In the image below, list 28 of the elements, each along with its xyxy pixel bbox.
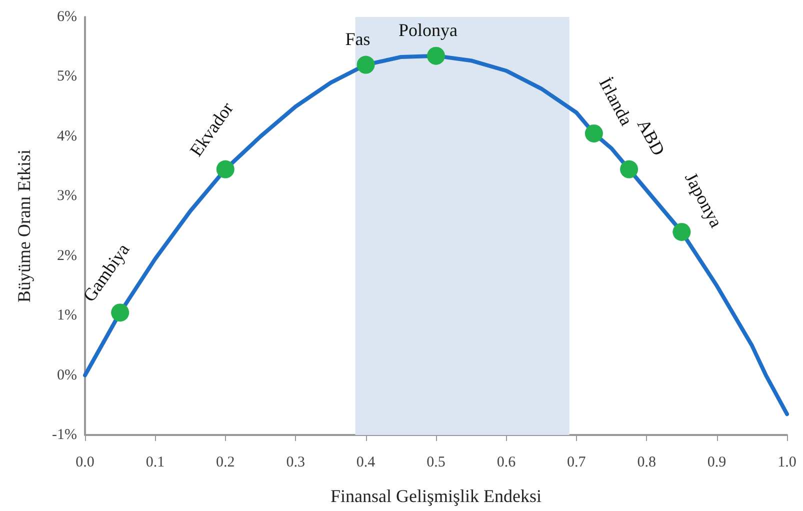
point — [111, 304, 130, 322]
y-tick-label: 3% — [57, 188, 77, 204]
x-tick-label: 0.2 — [216, 454, 235, 470]
point — [620, 160, 638, 178]
y-axis-title: Büyüme Oranı Etkisi — [14, 150, 34, 302]
x-tick-label: 0.8 — [637, 454, 656, 470]
x-tick-label: 0.1 — [146, 454, 165, 470]
x-tick-label: 0.5 — [426, 454, 446, 470]
y-tick-label: 6% — [57, 9, 77, 25]
y-tick-label: 0% — [57, 367, 77, 384]
x-tick-label: 1.0 — [778, 454, 796, 470]
x-tick-label: 0.0 — [76, 454, 94, 470]
x-tick-label: 0.7 — [567, 454, 586, 470]
y-tick-label: 5% — [57, 68, 77, 85]
x-tick-label: 0.9 — [707, 454, 726, 470]
point — [216, 160, 234, 178]
point — [356, 56, 375, 74]
x-tick-label: 0.4 — [356, 454, 376, 470]
y-tick-label: 4% — [57, 128, 77, 144]
annotation: Fas — [345, 28, 370, 49]
y-tick-label: -1% — [52, 427, 77, 443]
point — [427, 46, 445, 65]
y-tick-label: 2% — [57, 248, 77, 264]
y-tick-label: 1% — [57, 308, 77, 324]
annotation: Polonya — [398, 20, 458, 40]
x-tick-label: 0.3 — [286, 454, 305, 470]
x-axis-title: Finansal Gelişmişlik Endeksi — [330, 486, 542, 506]
x-tick-label: 0.6 — [496, 454, 516, 470]
